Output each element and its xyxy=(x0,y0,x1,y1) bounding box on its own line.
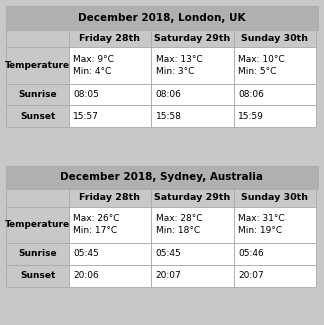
Bar xyxy=(69,265,151,287)
Bar xyxy=(6,84,69,106)
Text: Sunrise: Sunrise xyxy=(18,90,57,99)
Text: Saturday 29th: Saturday 29th xyxy=(154,34,230,43)
Bar xyxy=(6,106,69,127)
Text: 20:06: 20:06 xyxy=(73,271,99,280)
Text: Max: 26°C
Min: 17°C: Max: 26°C Min: 17°C xyxy=(73,214,120,235)
Bar xyxy=(69,84,151,106)
Bar xyxy=(234,30,316,47)
Bar xyxy=(151,207,234,243)
Bar xyxy=(69,243,151,265)
Bar xyxy=(69,189,151,207)
Text: Friday 28th: Friday 28th xyxy=(79,34,140,43)
Text: 20:07: 20:07 xyxy=(156,271,181,280)
Bar xyxy=(151,189,234,207)
Bar xyxy=(6,189,69,207)
Bar xyxy=(69,207,151,243)
Bar xyxy=(234,47,316,84)
Bar xyxy=(6,243,69,265)
Bar xyxy=(234,243,316,265)
Text: Sunrise: Sunrise xyxy=(18,249,57,258)
Text: 08:06: 08:06 xyxy=(238,90,264,99)
Text: December 2018, Sydney, Australia: December 2018, Sydney, Australia xyxy=(61,173,263,182)
Text: Max: 10°C
Min: 5°C: Max: 10°C Min: 5°C xyxy=(238,55,285,76)
Text: Max: 9°C
Min: 4°C: Max: 9°C Min: 4°C xyxy=(73,55,114,76)
Text: Max: 31°C
Min: 19°C: Max: 31°C Min: 19°C xyxy=(238,214,285,235)
Bar xyxy=(234,189,316,207)
Bar xyxy=(69,30,151,47)
Text: 05:46: 05:46 xyxy=(238,249,264,258)
Text: Sunday 30th: Sunday 30th xyxy=(241,193,308,202)
Text: 20:07: 20:07 xyxy=(238,271,264,280)
Bar xyxy=(69,106,151,127)
Text: 08:05: 08:05 xyxy=(73,90,99,99)
Text: Max: 13°C
Min: 3°C: Max: 13°C Min: 3°C xyxy=(156,55,202,76)
Text: Temperature: Temperature xyxy=(5,61,70,70)
Bar xyxy=(151,84,234,106)
Text: 05:45: 05:45 xyxy=(73,249,99,258)
Text: Sunset: Sunset xyxy=(20,112,55,121)
Bar xyxy=(234,106,316,127)
Bar xyxy=(6,265,69,287)
Text: Temperature: Temperature xyxy=(5,220,70,229)
Text: 15:58: 15:58 xyxy=(156,112,182,121)
Text: Friday 28th: Friday 28th xyxy=(79,193,140,202)
Bar xyxy=(6,30,69,47)
Text: December 2018, London, UK: December 2018, London, UK xyxy=(78,13,246,23)
Bar xyxy=(151,265,234,287)
Text: 15:57: 15:57 xyxy=(73,112,99,121)
Bar xyxy=(6,166,318,189)
Bar xyxy=(151,106,234,127)
Bar xyxy=(6,47,69,84)
Bar xyxy=(151,243,234,265)
Bar xyxy=(6,6,318,30)
Bar xyxy=(151,30,234,47)
Text: 05:45: 05:45 xyxy=(156,249,181,258)
Text: Sunday 30th: Sunday 30th xyxy=(241,34,308,43)
Bar xyxy=(234,84,316,106)
Bar xyxy=(151,47,234,84)
Bar xyxy=(234,265,316,287)
Bar xyxy=(69,47,151,84)
Text: Saturday 29th: Saturday 29th xyxy=(154,193,230,202)
Text: Max: 28°C
Min: 18°C: Max: 28°C Min: 18°C xyxy=(156,214,202,235)
Text: Sunset: Sunset xyxy=(20,271,55,280)
Bar xyxy=(6,207,69,243)
Text: 15:59: 15:59 xyxy=(238,112,264,121)
Bar xyxy=(234,207,316,243)
Text: 08:06: 08:06 xyxy=(156,90,182,99)
